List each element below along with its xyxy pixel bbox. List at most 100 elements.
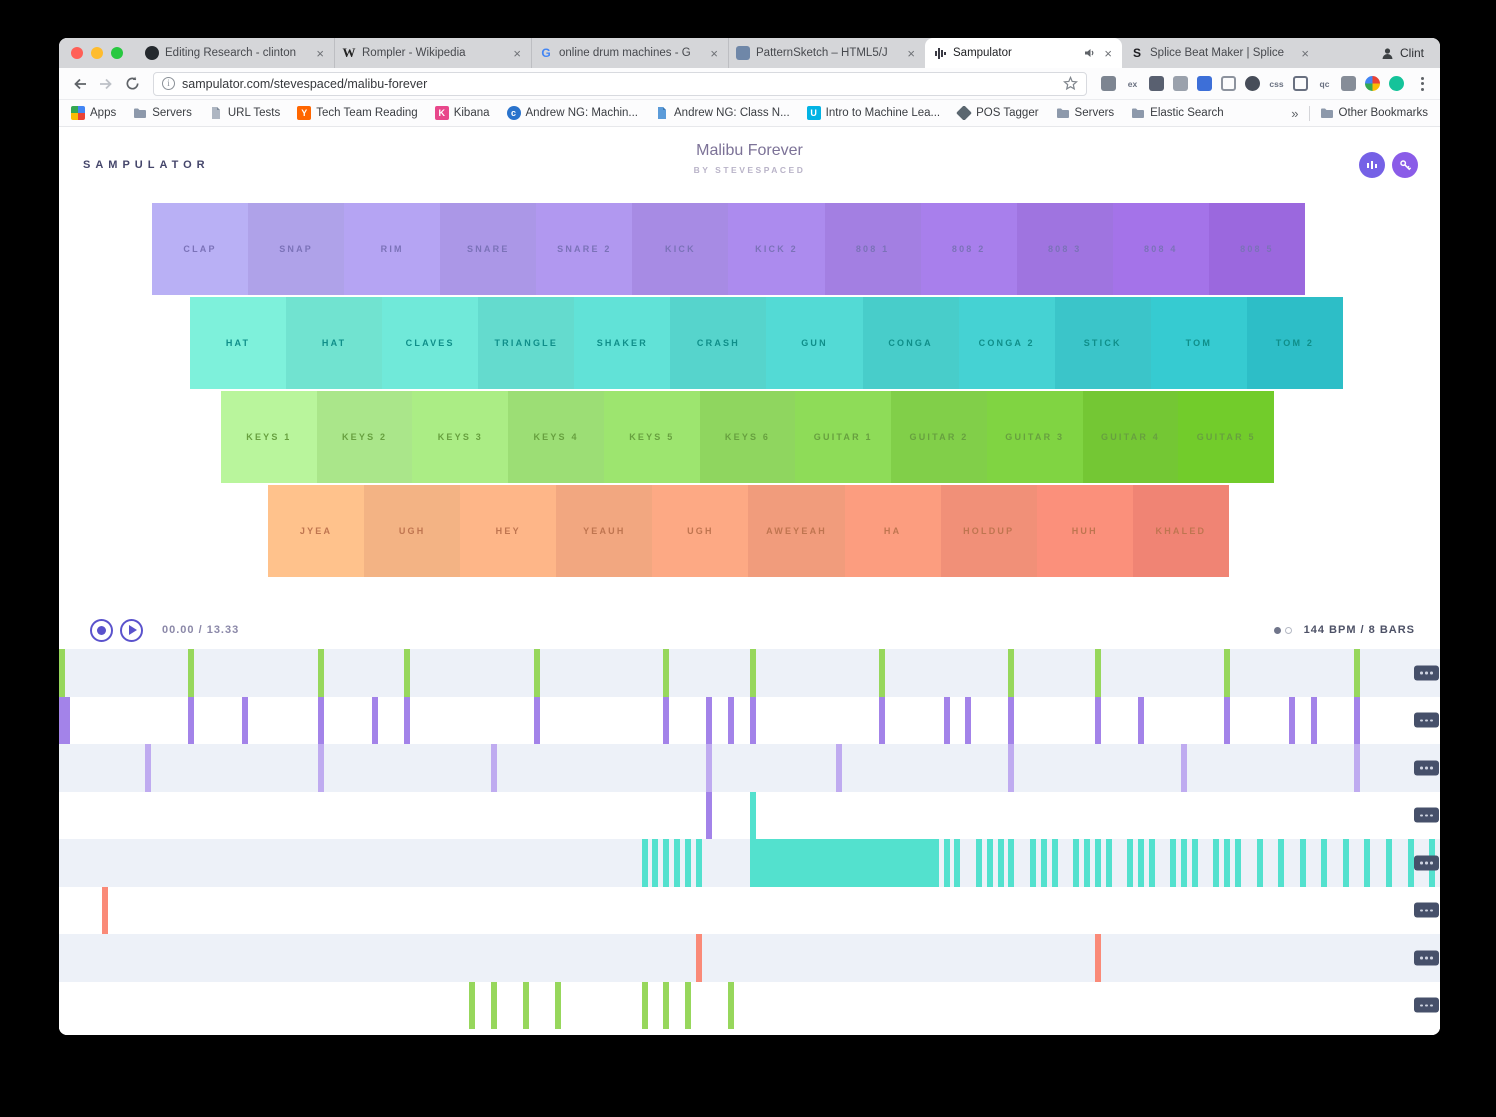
pad-guitar-5-r3-11[interactable]: GUITAR 5	[1178, 391, 1275, 483]
tab-editing-research-clinton[interactable]: Editing Research - clinton ×	[137, 38, 334, 68]
tab-audio-speaker-icon[interactable]	[1084, 47, 1096, 59]
pad-hat-r2-2[interactable]: HAT	[286, 297, 383, 389]
note-tick[interactable]	[1008, 649, 1015, 697]
bookmark-star-icon[interactable]	[1063, 76, 1078, 91]
zoom-window-button[interactable]	[111, 47, 123, 59]
pad-keys-1-r3-1[interactable]: KEYS 1	[221, 391, 317, 483]
reload-button[interactable]	[119, 71, 145, 97]
note-tick[interactable]	[59, 649, 65, 697]
row-menu-button-5[interactable]	[1414, 855, 1439, 871]
pad-yeauh-r4-4[interactable]: YEAUH	[556, 485, 653, 577]
bookmark-servers[interactable]: Servers	[133, 106, 192, 120]
pad-hey-r4-3[interactable]: HEY	[460, 485, 557, 577]
pad-clap-r1-1[interactable]: CLAP	[152, 203, 249, 295]
note-tick[interactable]	[490, 981, 497, 1029]
note-tick[interactable]	[1288, 696, 1295, 744]
note-tick[interactable]	[922, 839, 934, 887]
bookmark-andrew-ng-class-n[interactable]: Andrew NG: Class N...	[655, 106, 790, 120]
note-tick[interactable]	[404, 649, 411, 697]
pad-808-5-r1-12[interactable]: 808 5	[1208, 203, 1305, 295]
profile-chip[interactable]: Clint	[1365, 38, 1440, 68]
sequencer-row-3[interactable]	[59, 744, 1440, 792]
note-tick[interactable]	[1137, 839, 1144, 887]
bookmark-servers[interactable]: Servers	[1056, 106, 1114, 120]
note-tick[interactable]	[835, 839, 847, 887]
note-tick[interactable]	[102, 886, 109, 934]
note-tick[interactable]	[1213, 839, 1220, 887]
note-tick[interactable]	[1299, 839, 1306, 887]
note-tick[interactable]	[792, 839, 804, 887]
note-tick[interactable]	[188, 649, 195, 697]
pad-808-1-r1-8[interactable]: 808 1	[824, 203, 921, 295]
note-tick[interactable]	[533, 649, 540, 697]
pad-keys-3-r3-3[interactable]: KEYS 3	[412, 391, 509, 483]
note-tick[interactable]	[1083, 839, 1090, 887]
sequencer-row-1[interactable]	[59, 649, 1440, 697]
pad-kick-2-r1-7[interactable]: KICK 2	[728, 203, 825, 295]
note-tick[interactable]	[1094, 649, 1101, 697]
note-tick[interactable]	[555, 981, 562, 1029]
toolbar-camera-icon[interactable]	[1149, 76, 1164, 91]
pad-keys-2-r3-2[interactable]: KEYS 2	[316, 391, 413, 483]
note-tick[interactable]	[771, 839, 783, 887]
bookmark-intro-to-machine-lea[interactable]: U Intro to Machine Lea...	[806, 106, 940, 120]
close-window-button[interactable]	[71, 47, 83, 59]
note-tick[interactable]	[641, 839, 648, 887]
note-tick[interactable]	[1051, 839, 1058, 887]
bookmark-pos-tagger[interactable]: POS Tagger	[956, 106, 1039, 120]
note-tick[interactable]	[1008, 744, 1015, 792]
pad-stick-r2-10[interactable]: STICK	[1054, 297, 1151, 389]
toolbar-swatch-icon[interactable]	[1173, 76, 1188, 91]
sequencer-row-5[interactable]	[59, 839, 1440, 887]
note-tick[interactable]	[749, 696, 756, 744]
note-tick[interactable]	[145, 744, 152, 792]
note-tick[interactable]	[1073, 839, 1080, 887]
pad-guitar-4-r3-10[interactable]: GUITAR 4	[1082, 391, 1179, 483]
pad-ugh-r4-5[interactable]: UGH	[652, 485, 749, 577]
note-tick[interactable]	[825, 839, 837, 887]
note-tick[interactable]	[1278, 839, 1285, 887]
note-tick[interactable]	[976, 839, 983, 887]
pad-keys-6-r3-6[interactable]: KEYS 6	[699, 391, 796, 483]
toolbar-contrast-icon[interactable]	[1245, 76, 1260, 91]
note-tick[interactable]	[652, 839, 659, 887]
note-tick[interactable]	[663, 696, 670, 744]
bookmark-elastic-search[interactable]: Elastic Search	[1131, 106, 1224, 120]
note-tick[interactable]	[1310, 696, 1317, 744]
note-tick[interactable]	[1235, 839, 1241, 887]
row-menu-button-3[interactable]	[1414, 760, 1439, 776]
pattern-page-dot-2[interactable]	[1284, 626, 1292, 634]
note-tick[interactable]	[781, 839, 793, 887]
tab-patternsketch-html5-j[interactable]: PatternSketch – HTML5/J ×	[728, 38, 925, 68]
note-tick[interactable]	[749, 839, 761, 887]
tab-close-icon[interactable]: ×	[1301, 45, 1309, 61]
sequencer-row-7[interactable]	[59, 934, 1440, 982]
bookmark-andrew-ng-machin[interactable]: c Andrew NG: Machin...	[506, 106, 638, 120]
pad-guitar-2-r3-8[interactable]: GUITAR 2	[891, 391, 987, 483]
note-tick[interactable]	[760, 839, 772, 887]
note-tick[interactable]	[1008, 696, 1015, 744]
note-tick[interactable]	[684, 981, 691, 1029]
pad-conga-2-r2-9[interactable]: CONGA 2	[958, 297, 1055, 389]
note-tick[interactable]	[663, 839, 670, 887]
note-tick[interactable]	[695, 839, 702, 887]
note-tick[interactable]	[317, 649, 324, 697]
note-tick[interactable]	[1008, 839, 1015, 887]
note-tick[interactable]	[1181, 839, 1188, 887]
note-tick[interactable]	[889, 839, 901, 887]
pad-keys-4-r3-4[interactable]: KEYS 4	[508, 391, 604, 483]
pad-shaker-r2-5[interactable]: SHAKER	[574, 297, 671, 389]
pad-hat-r2-1[interactable]: HAT	[190, 297, 287, 389]
bookmarks-overflow-chevron[interactable]: »	[1291, 105, 1299, 121]
note-tick[interactable]	[1353, 649, 1360, 697]
pad-808-4-r1-11[interactable]: 808 4	[1112, 203, 1209, 295]
toolbar-grid-extension-icon[interactable]	[1341, 76, 1356, 91]
sequencer-row-2[interactable]	[59, 696, 1440, 744]
note-tick[interactable]	[706, 744, 713, 792]
note-tick[interactable]	[878, 649, 885, 697]
toolbar-grammarly-icon[interactable]	[1389, 76, 1404, 91]
tab-sampulator[interactable]: Sampulator ×	[925, 38, 1122, 68]
tab-close-icon[interactable]: ×	[513, 45, 521, 61]
pad-crash-r2-6[interactable]: CRASH	[670, 297, 767, 389]
note-tick[interactable]	[242, 696, 249, 744]
